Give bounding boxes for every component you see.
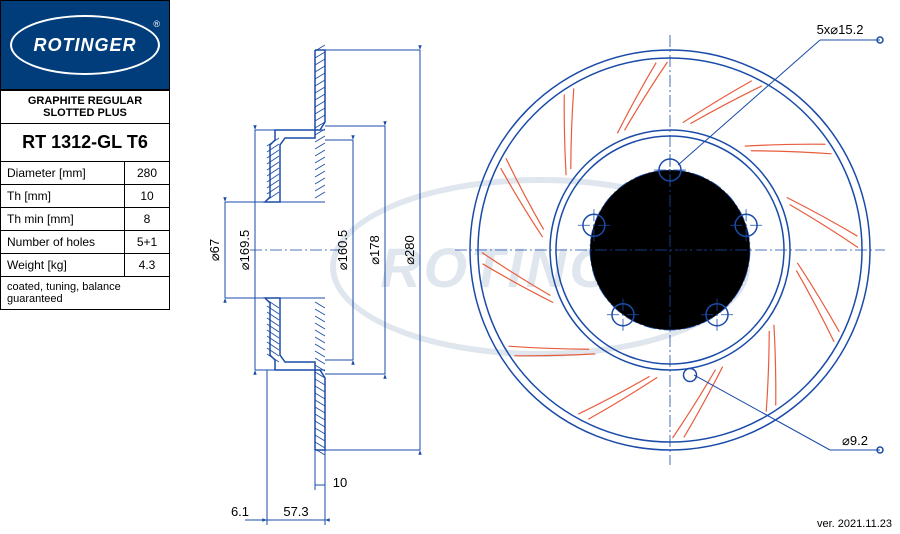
svg-text:57.3: 57.3 [283, 504, 308, 519]
technical-drawing: ROTINGER 5x⌀15.2⌀112⌀9.2⌀280⌀178⌀160.5⌀1… [180, 0, 900, 534]
svg-text:⌀9.2: ⌀9.2 [842, 433, 868, 448]
svg-text:5x⌀15.2: 5x⌀15.2 [817, 22, 864, 37]
spec-label: Diameter [mm] [1, 162, 125, 185]
spec-label: Th min [mm] [1, 208, 125, 231]
spec-note: coated, tuning, balance guaranteed [1, 277, 170, 310]
spec-value: 10 [125, 185, 170, 208]
version-label: ver. 2021.11.23 [817, 518, 892, 530]
spec-label: Number of holes [1, 231, 125, 254]
spec-value: 5+1 [125, 231, 170, 254]
svg-text:⌀160.5: ⌀160.5 [335, 230, 350, 270]
part-number: RT 1312-GL T6 [1, 124, 170, 162]
spec-table: GRAPHITE REGULAR SLOTTED PLUS RT 1312-GL… [0, 90, 170, 310]
svg-text:⌀67: ⌀67 [207, 239, 222, 261]
spec-value: 280 [125, 162, 170, 185]
logo-ellipse: ROTINGER ® [10, 15, 160, 75]
logo-text: ROTINGER [33, 35, 136, 56]
spec-value: 8 [125, 208, 170, 231]
svg-text:⌀169.5: ⌀169.5 [237, 230, 252, 270]
svg-text:10: 10 [333, 475, 347, 490]
logo-reg: ® [153, 19, 160, 29]
product-title: GRAPHITE REGULAR SLOTTED PLUS [1, 91, 170, 124]
svg-text:⌀178: ⌀178 [367, 235, 382, 265]
brand-logo: ROTINGER ® [0, 0, 170, 90]
spec-label: Th [mm] [1, 185, 125, 208]
svg-text:⌀280: ⌀280 [402, 235, 417, 265]
svg-text:6.1: 6.1 [231, 504, 249, 519]
spec-label: Weight [kg] [1, 254, 125, 277]
svg-text:⌀112: ⌀112 [678, 242, 707, 257]
spec-value: 4.3 [125, 254, 170, 277]
